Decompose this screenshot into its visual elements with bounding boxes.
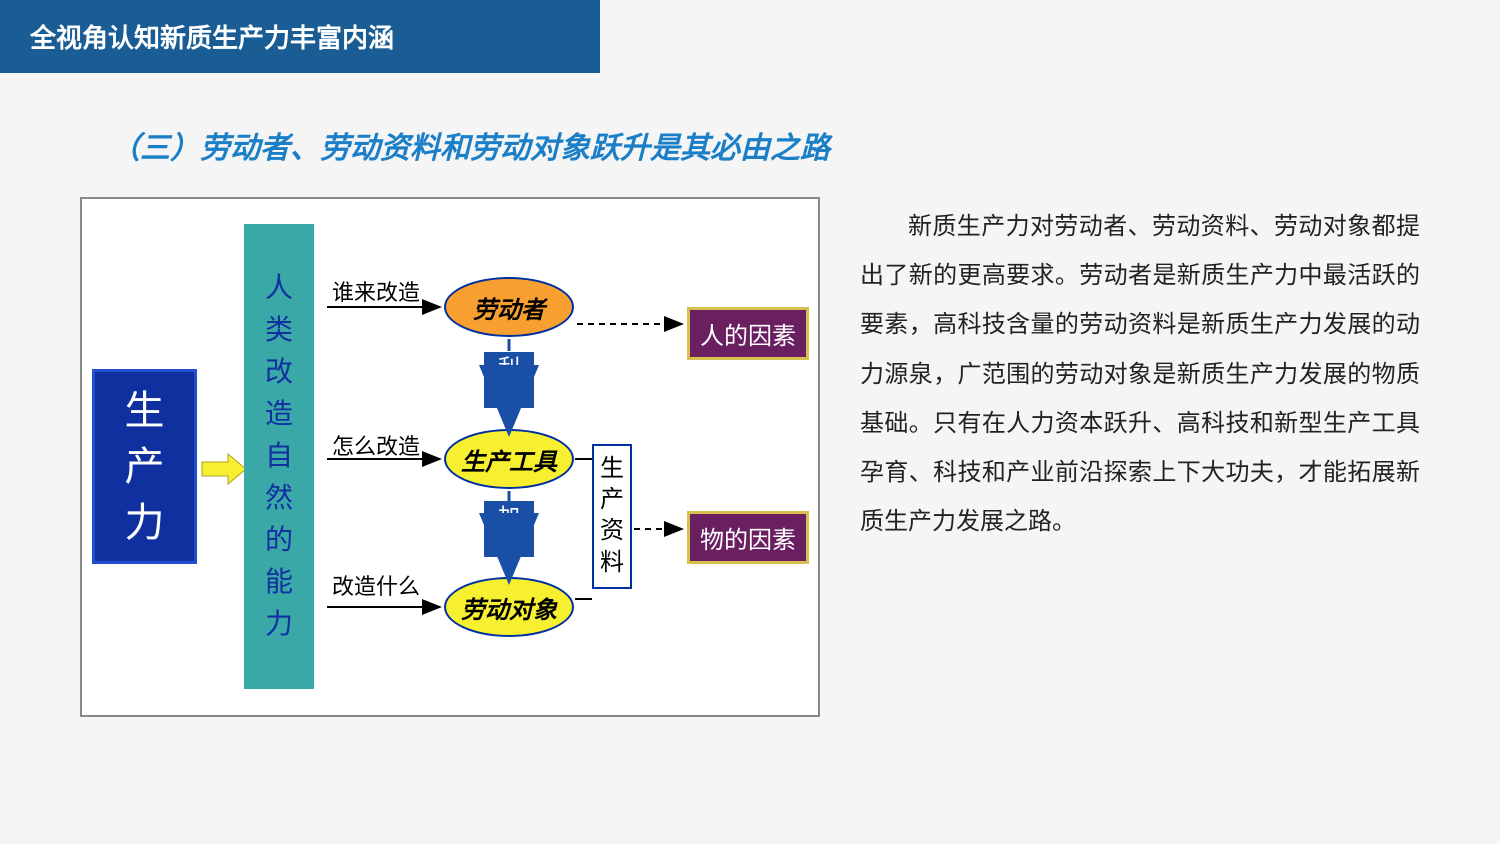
section-subtitle: （三）劳动者、劳动资料和劳动对象跃升是其必由之路: [110, 123, 1500, 167]
use-label: 利用: [484, 352, 534, 408]
human-factor-box: 人的因素: [687, 307, 809, 360]
header-title: 全视角认知新质生产力丰富内涵: [30, 18, 570, 55]
ellipse-object: 劳动对象: [444, 577, 574, 637]
body-text-column: 新质生产力对劳动者、劳动资料、劳动对象都提出了新的更高要求。劳动者是新质生产力中…: [820, 197, 1420, 717]
question-how: 怎么改造: [332, 429, 420, 461]
process-label: 加工: [484, 501, 534, 557]
concept-diagram: 生产力 人类改造自然的能力 谁来改造 怎么改造 改造什么 劳动者 生产工具 劳动…: [80, 197, 820, 717]
material-factor-box: 物的因素: [687, 511, 809, 564]
body-paragraph: 新质生产力对劳动者、劳动资料、劳动对象都提出了新的更高要求。劳动者是新质生产力中…: [860, 202, 1420, 546]
ellipse-tools: 生产工具: [444, 429, 574, 489]
means-of-production-box: 生产资料: [592, 444, 632, 589]
productivity-box: 生产力: [92, 369, 197, 564]
question-who: 谁来改造: [332, 275, 420, 307]
yellow-right-arrow-icon: [200, 452, 248, 486]
question-what: 改造什么: [332, 569, 420, 601]
ellipse-laborer: 劳动者: [444, 277, 574, 337]
definition-box: 人类改造自然的能力: [244, 224, 314, 689]
content-row: 生产力 人类改造自然的能力 谁来改造 怎么改造 改造什么 劳动者 生产工具 劳动…: [0, 197, 1500, 717]
header-bar: 全视角认知新质生产力丰富内涵: [0, 0, 600, 73]
